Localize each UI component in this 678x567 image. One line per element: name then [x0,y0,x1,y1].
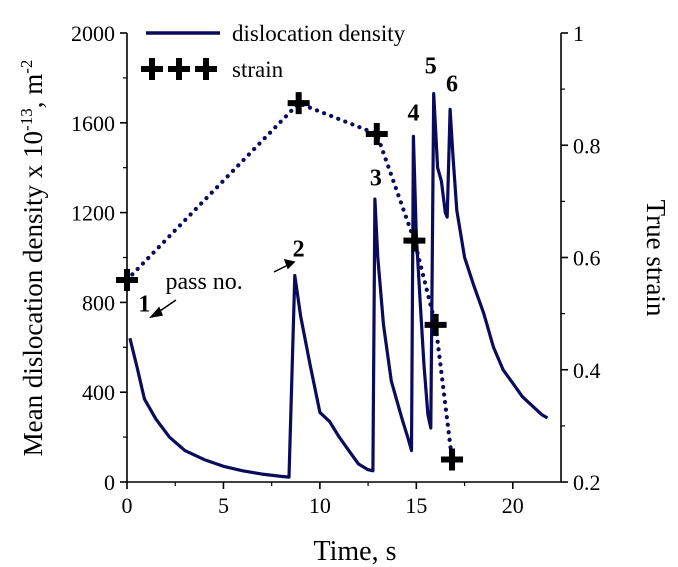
legend-cross [195,58,217,80]
pass-arrow-2 [273,264,289,273]
annotations: 1 2 3 456 pass no. [138,53,458,317]
pass-arrows [148,258,296,319]
y-left-tick-label: 1600 [71,111,115,136]
x-tick-label: 5 [218,493,229,518]
x-tick-label: 10 [309,493,331,518]
x-ticks: 0 5 10 15 20 [122,482,524,518]
pass-arrow-1-head [148,306,164,319]
pass-number-label: 6 [446,71,458,97]
pass-number-label: 1 [138,291,150,317]
y-axis-left-title-main: Mean dislocation density x 10 [18,131,48,456]
x-tick-label: 20 [502,493,524,518]
axes [126,33,562,483]
pass-number-label: 2 [293,236,305,262]
strain-marker [403,229,426,252]
pass-arrow-2-head [283,258,296,270]
y-right-tick-label: 0.4 [573,358,601,383]
strain-markers [116,92,464,471]
y-right-tick-label: 0.6 [573,246,601,271]
legend-cross [141,58,163,80]
strain-marker [116,268,138,291]
y-left-tick-label: 0 [104,470,115,495]
y-left-tick-label: 400 [82,380,115,405]
strain-dotted-line [127,100,455,462]
legend-label-strain: strain [232,57,284,82]
legend-cross [168,58,190,80]
y-axis-left-title: Mean dislocation density x 10-13, m-2 [17,60,48,457]
x-tick-label: 0 [122,493,133,518]
strain-marker [424,313,447,336]
strain-marker [365,123,388,146]
legend: dislocation density strain [141,21,406,82]
dislocation-density-line [128,92,549,479]
y-axis-right-title: True strain [641,200,671,317]
y-right-tick-label: 0.2 [573,470,601,495]
y-axis-left-title-sup: -13 [17,108,36,131]
legend-label-dislocation-density: dislocation density [232,21,406,46]
strain-marker [287,92,310,115]
pass-number-label: 3 [370,166,382,192]
legend-cross-swatch [141,58,217,80]
y-right-ticks: 0.2 0.4 0.6 0.8 1 [561,21,601,495]
pass-number-label: 4 [407,101,419,127]
x-axis-title: Time, s [313,536,396,567]
strain-marker [441,448,464,471]
y-axis-left-title-unit: , m [18,74,48,109]
pass-no-label: pass no. [165,269,242,295]
y-axis-left-title-unit-sup: -2 [17,60,36,74]
pass-number-label: 5 [425,53,437,79]
y-left-tick-label: 800 [82,290,115,315]
x-tick-label: 15 [405,493,427,518]
y-left-tick-label: 1200 [71,201,115,226]
y-left-ticks: 0 400 800 1200 1600 2000 [71,21,127,495]
y-right-tick-label: 1 [573,21,584,46]
y-left-tick-label: 2000 [71,21,115,46]
y-right-tick-label: 0.8 [573,133,601,158]
